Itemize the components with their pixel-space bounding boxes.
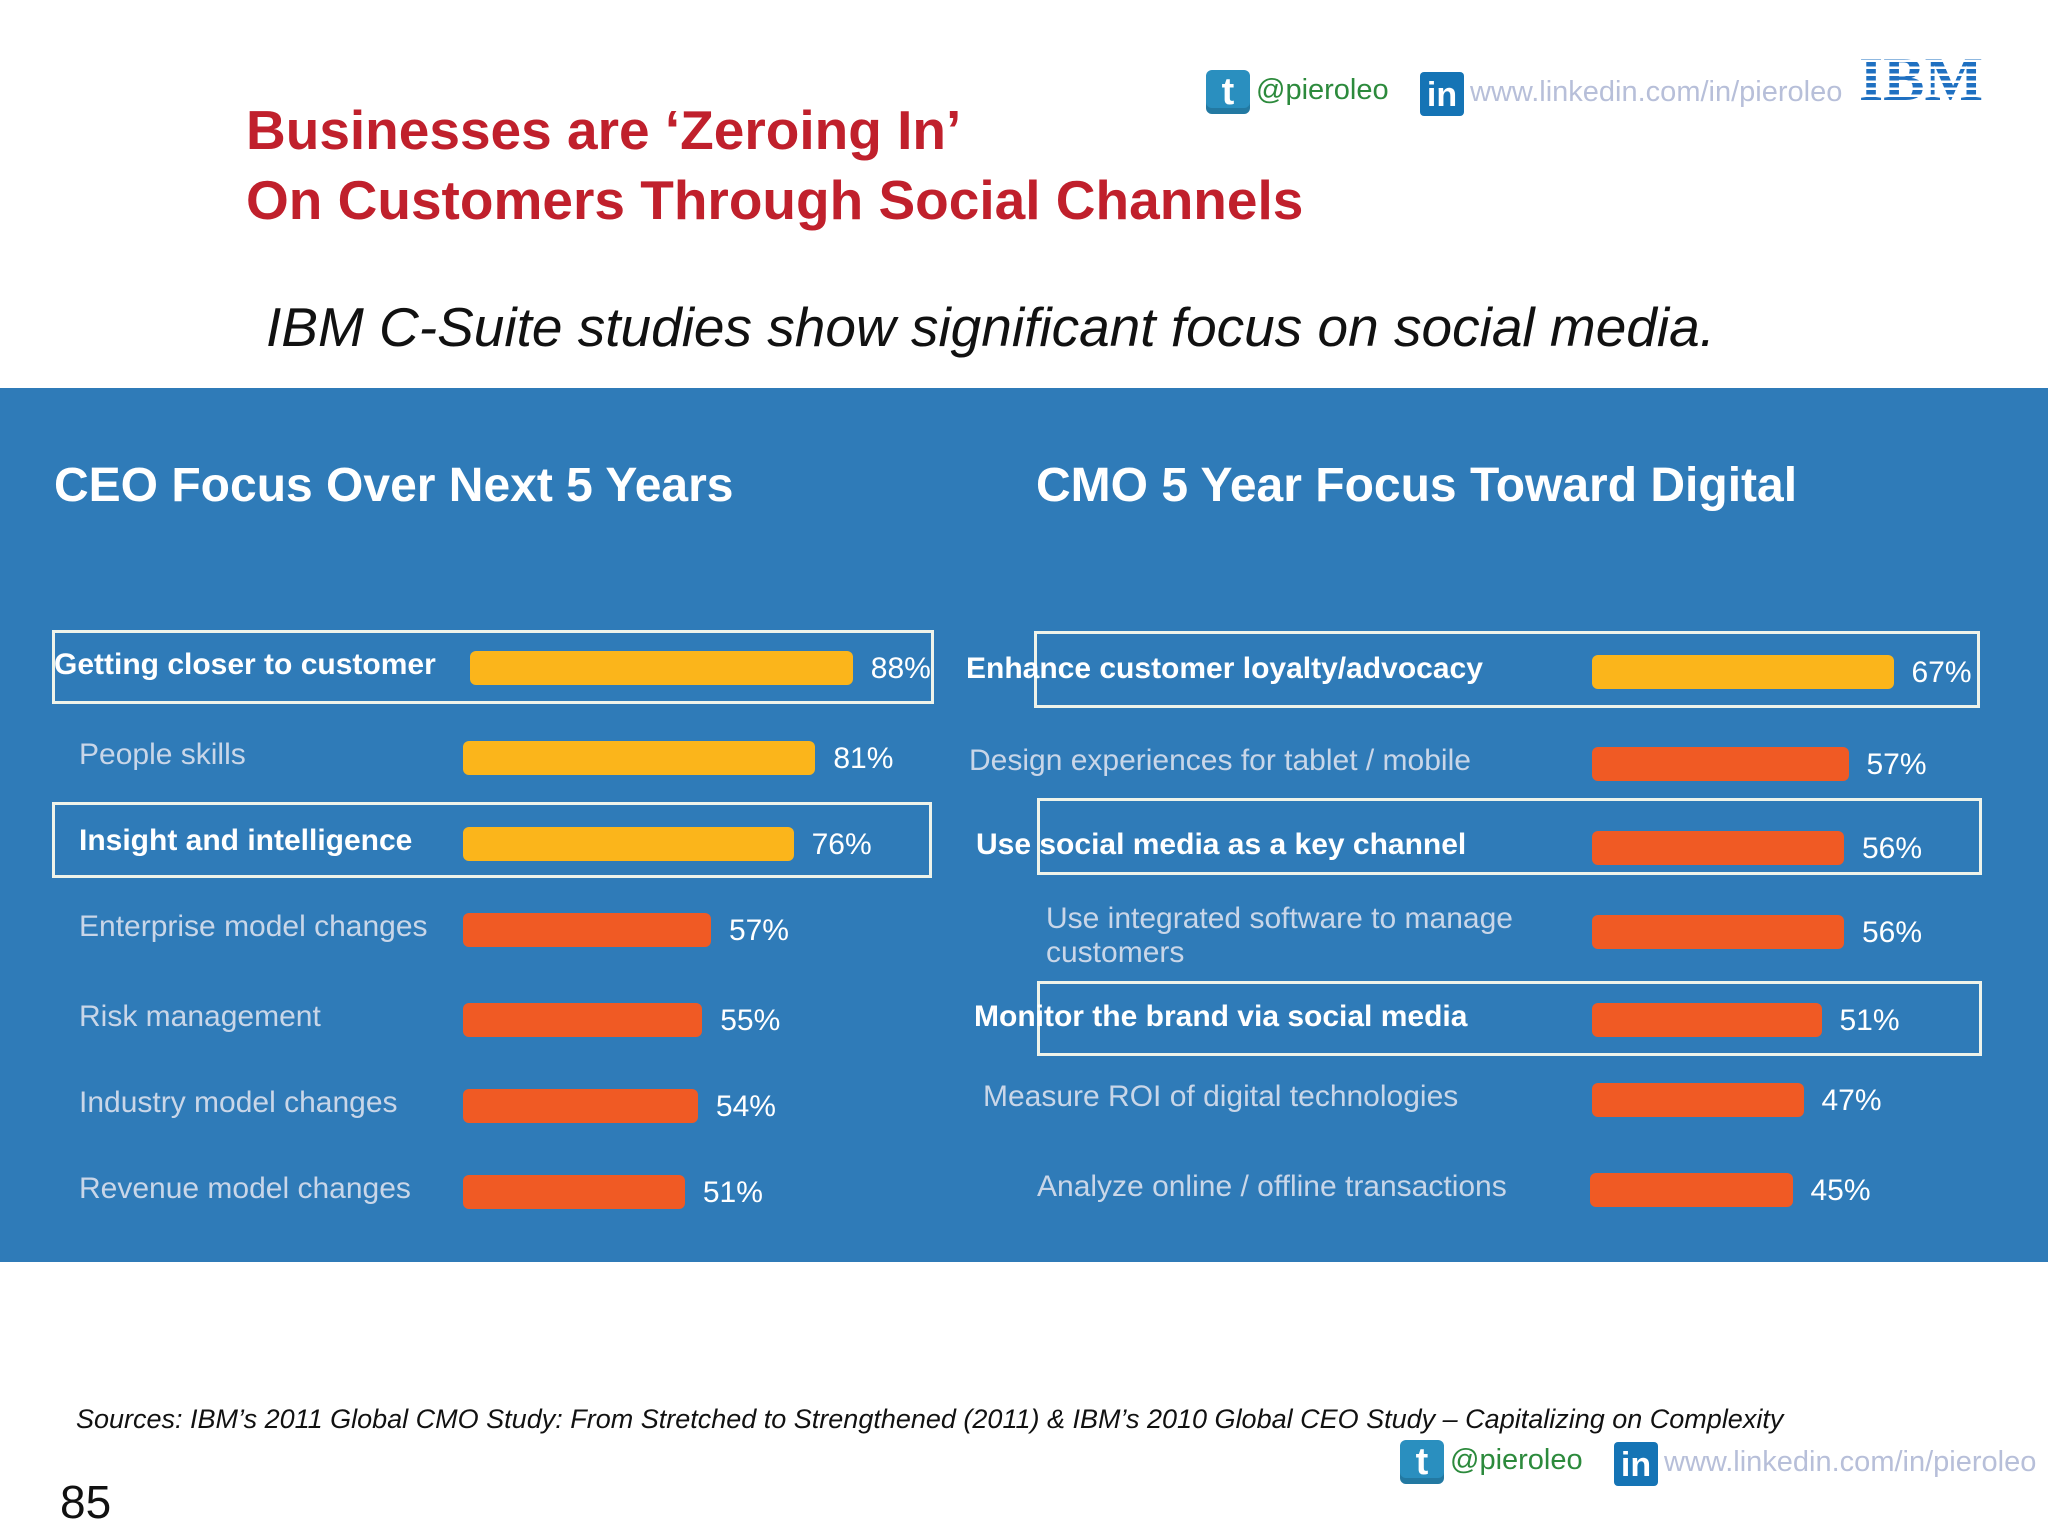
cmo-bar <box>1592 915 1844 949</box>
twitter-handle-top[interactable]: @pieroleo <box>1256 74 1389 106</box>
ceo-category-label: Enterprise model changes <box>79 910 428 943</box>
cmo-bar <box>1592 747 1849 781</box>
ceo-category-label: Risk management <box>79 1000 321 1033</box>
ceo-category-label: Insight and intelligence <box>79 824 413 857</box>
ceo-category-label: Getting closer to customer <box>54 648 436 681</box>
linkedin-icon[interactable]: in <box>1420 72 1464 116</box>
ceo-bar <box>470 651 853 685</box>
ibm-logo-text: IBM <box>1859 48 1983 104</box>
cmo-value-label: 45% <box>1810 1174 1871 1207</box>
slide-title: Businesses are ‘Zeroing In’ On Customers… <box>246 95 1303 235</box>
cmo-value-label: 56% <box>1862 832 1923 865</box>
cmo-category-label: Analyze online / offline transactions <box>1037 1170 1507 1203</box>
cmo-category-label: Use integrated software to manage custom… <box>1046 902 1513 969</box>
ceo-bar <box>463 741 816 775</box>
cmo-highlight-box-2 <box>1037 798 1982 875</box>
sources-note: Sources: IBM’s 2011 Global CMO Study: Fr… <box>76 1404 1784 1434</box>
cmo-category-label: Design experiences for tablet / mobile <box>969 744 1471 777</box>
cmo-value-label: 57% <box>1866 748 1927 781</box>
linkedin-link-footer[interactable]: www.linkedin.com/in/pieroleo <box>1664 1446 2037 1478</box>
ceo-value-label: 76% <box>811 828 872 861</box>
cmo-bar <box>1592 1003 1822 1037</box>
ceo-chart-title: CEO Focus Over Next 5 Years <box>54 459 734 512</box>
ceo-value-label: 55% <box>720 1004 781 1037</box>
cmo-category-label: Measure ROI of digital technologies <box>983 1080 1459 1113</box>
linkedin-icon-footer[interactable]: in <box>1614 1442 1658 1486</box>
ceo-bar <box>463 1175 685 1209</box>
ceo-value-label: 88% <box>870 652 931 685</box>
cmo-highlight-box-1 <box>1034 631 1980 708</box>
cmo-bar <box>1592 655 1894 689</box>
cmo-bar <box>1590 1173 1793 1207</box>
twitter-icon[interactable]: t <box>1206 70 1250 114</box>
ceo-bar <box>463 1089 698 1123</box>
ceo-value-label: 57% <box>728 914 789 947</box>
cmo-category-label: Use social media as a key channel <box>976 828 1467 861</box>
cmo-bar <box>1592 1083 1804 1117</box>
ceo-category-label: People skills <box>79 738 246 771</box>
cmo-value-label: 56% <box>1862 916 1923 949</box>
ceo-category-label: Revenue model changes <box>79 1172 411 1205</box>
ceo-value-label: 81% <box>833 742 894 775</box>
cmo-chart-title: CMO 5 Year Focus Toward Digital <box>1036 459 1798 512</box>
ceo-bar <box>463 827 794 861</box>
ibm-logo: IBM <box>1859 48 1983 104</box>
cmo-bar <box>1592 831 1844 865</box>
ceo-highlight-box-1 <box>52 630 934 704</box>
page-number: 85 <box>60 1476 112 1528</box>
ceo-value-label: 51% <box>702 1176 763 1209</box>
cmo-highlight-box-3 <box>1037 981 1982 1056</box>
slide-subtitle: IBM C-Suite studies show significant foc… <box>266 296 1715 358</box>
ceo-bar <box>463 913 711 947</box>
twitter-handle-footer[interactable]: @pieroleo <box>1450 1444 1583 1476</box>
cmo-value-label: 47% <box>1821 1084 1882 1117</box>
cmo-value-label: 67% <box>1911 656 1972 689</box>
ceo-category-label: Industry model changes <box>79 1086 398 1119</box>
ceo-bar <box>463 1003 703 1037</box>
cmo-category-label: Enhance customer loyalty/advocacy <box>966 652 1483 685</box>
ceo-value-label: 54% <box>715 1090 776 1123</box>
slide-title-line1: Businesses are ‘Zeroing In’ <box>246 99 962 161</box>
slide-title-line2: On Customers Through Social Channels <box>246 169 1304 231</box>
linkedin-link-top[interactable]: www.linkedin.com/in/pieroleo <box>1470 76 1843 108</box>
cmo-value-label: 51% <box>1839 1004 1900 1037</box>
cmo-category-label: Monitor the brand via social media <box>974 1000 1468 1033</box>
ceo-highlight-box-2 <box>52 802 932 878</box>
twitter-icon-footer[interactable]: t <box>1400 1440 1444 1484</box>
